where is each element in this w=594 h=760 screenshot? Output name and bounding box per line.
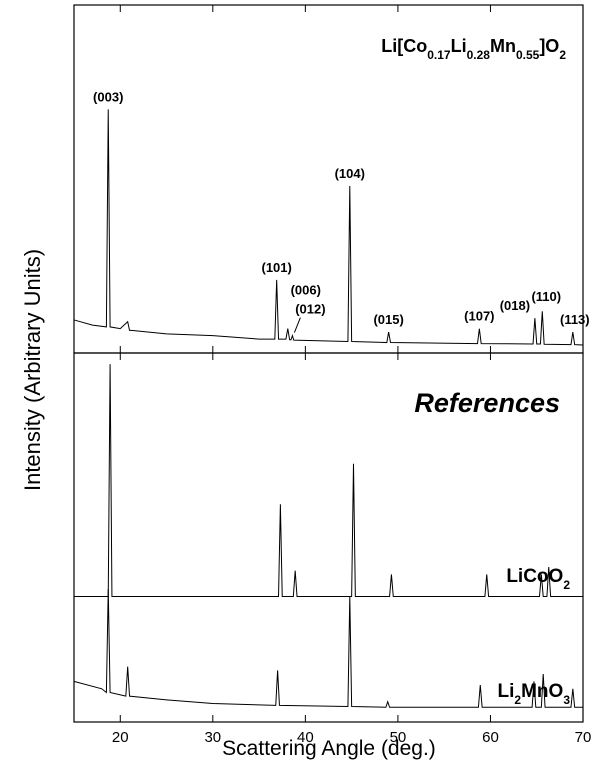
series-label: Li2MnO3 [498, 681, 571, 707]
label-part: Li [498, 681, 515, 702]
plot-frame [73, 352, 584, 723]
label-part: 2 [559, 48, 566, 62]
x-tick-label: 20 [112, 729, 129, 746]
label-part: 0.17 [427, 48, 451, 62]
peak-label: (113) [560, 312, 590, 327]
label-part: 3 [563, 693, 570, 707]
y-axis-label: Intensity (Arbitrary Units) [20, 249, 45, 491]
label-part: 0.55 [516, 48, 540, 62]
peak-label: (107) [464, 309, 494, 324]
label-part: Mn [490, 36, 516, 56]
peak-label: (018) [500, 298, 530, 313]
peak-label: (003) [93, 89, 123, 104]
spectrum-line [74, 364, 583, 598]
label-part: LiCoO [506, 566, 563, 587]
spectrum-line [73, 109, 584, 346]
x-tick-label: 60 [482, 729, 499, 746]
series-label: LiCoO2 [506, 566, 570, 592]
x-tick-label: 70 [575, 729, 592, 746]
label-part: 2 [563, 578, 570, 592]
leader-line [293, 317, 301, 333]
peak-label: (015) [373, 312, 403, 327]
x-tick-label: 50 [390, 729, 407, 746]
label-part: Li[Co [381, 36, 427, 56]
peak-label: (104) [335, 166, 365, 181]
label-part: 0.28 [467, 48, 491, 62]
label-part: Li [451, 36, 467, 56]
peak-label: (101) [261, 260, 291, 275]
series-label: Li[Co0.17Li0.28Mn0.55]O2 [381, 36, 566, 62]
panel-title: References [414, 388, 560, 418]
peak-label: (006) [291, 283, 321, 298]
spectrum-line [73, 589, 583, 708]
label-part: MnO [521, 681, 563, 702]
x-tick-label: 40 [297, 729, 314, 746]
label-part: 2 [514, 693, 521, 707]
peak-label: (110) [531, 289, 561, 304]
x-axis-label: Scattering Angle (deg.) [222, 737, 436, 760]
label-part: ]O [539, 36, 559, 56]
x-tick-label: 30 [204, 729, 221, 746]
peak-label: (012) [295, 302, 325, 317]
